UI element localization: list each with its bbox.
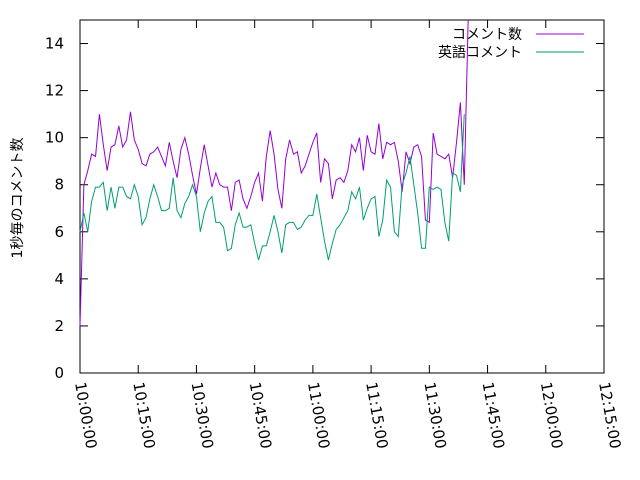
legend-label-0: コメント数 [452,27,522,43]
x-tick-label: 10:00:00 [71,381,100,450]
y-tick-label: 8 [54,176,64,194]
x-tick-label: 11:30:00 [420,381,449,450]
x-tick-label: 11:15:00 [362,381,391,450]
x-tick-label: 12:15:00 [595,381,624,450]
y-tick-label: 12 [45,82,64,100]
y-tick-label: 6 [54,223,64,241]
x-tick-label: 12:00:00 [537,381,566,450]
y-tick-label: 4 [54,270,64,288]
plot-frame [79,19,605,374]
y-axis-label: 1秒毎のコメント数 [10,138,26,259]
y-tick-label: 0 [54,364,64,382]
x-tick-label: 10:45:00 [246,381,275,450]
x-tick-label: 10:15:00 [129,381,158,450]
legend-label-1: 英語コメント [438,44,522,61]
x-tick-label: 10:30:00 [188,381,217,450]
x-tick-label: 11:45:00 [479,381,508,450]
series-line-1 [79,114,465,261]
y-tick-label: 10 [45,129,64,147]
series-line-0 [79,19,469,326]
x-tick-label: 11:00:00 [304,381,333,450]
y-tick-label: 2 [54,317,64,335]
y-tick-label: 14 [45,35,64,53]
